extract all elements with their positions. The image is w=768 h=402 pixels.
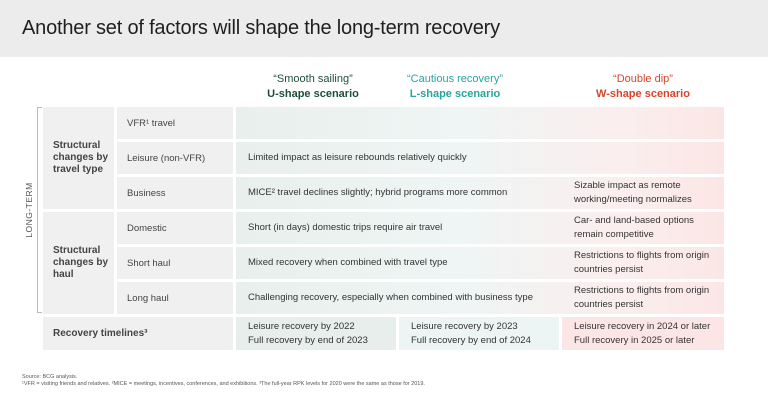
- cell-domestic-w: Car- and land-based options remain compe…: [574, 215, 694, 240]
- timeline-u-line2: Full recovery by end of 2023: [248, 335, 368, 346]
- timeline-w-line1: Leisure recovery in 2024 or later: [574, 321, 711, 332]
- bracket-tick-bottom: [37, 312, 42, 313]
- scenario-u-quote: “Smooth sailing”: [273, 73, 353, 85]
- cell-long-haul-w: Restrictions to flights from origin coun…: [574, 285, 710, 310]
- row-label-long-haul: Long haul: [117, 282, 233, 314]
- cell-leisure-common: Limited impact as leisure rebounds relat…: [248, 152, 467, 163]
- cell-timeline-w: Leisure recovery in 2024 or later Full r…: [562, 317, 724, 350]
- cell-business-common: MICE² travel declines slightly; hybrid p…: [248, 187, 508, 198]
- page-title: Another set of factors will shape the lo…: [22, 17, 500, 39]
- scenario-l-header: “Cautious recovery” L-shape scenario: [360, 72, 550, 102]
- long-term-bracket: [37, 107, 38, 312]
- scenario-w-header: “Double dip” W-shape scenario: [548, 72, 738, 102]
- scenario-u-name: U-shape scenario: [267, 88, 359, 100]
- header-bar: Another set of factors will shape the lo…: [0, 0, 768, 57]
- timeline-l-line1: Leisure recovery by 2023: [411, 321, 518, 332]
- cell-long-haul-common: Challenging recovery, especially when co…: [248, 292, 533, 303]
- cell-domestic-common: Short (in days) domestic trips require a…: [248, 222, 443, 233]
- cell-short-haul-w: Restrictions to flights from origin coun…: [574, 250, 710, 275]
- timeline-w-line2: Full recovery in 2025 or later: [574, 335, 695, 346]
- row-label-business: Business: [117, 177, 233, 209]
- cell-timeline-l: Leisure recovery by 2023 Full recovery b…: [399, 317, 559, 350]
- scenario-u-header: “Smooth sailing” U-shape scenario: [218, 72, 408, 102]
- row-band-short-haul: [236, 247, 724, 279]
- timeline-l-line2: Full recovery by end of 2024: [411, 335, 531, 346]
- row-band-domestic: [236, 212, 724, 244]
- scenario-w-name: W-shape scenario: [596, 88, 690, 100]
- row-label-leisure: Leisure (non-VFR): [117, 142, 233, 174]
- row-label-domestic: Domestic: [117, 212, 233, 244]
- cell-timeline-u: Leisure recovery by 2022 Full recovery b…: [236, 317, 396, 350]
- footnotes: ¹VFR = visiting friends and relatives. ²…: [22, 381, 425, 387]
- row-band-leisure: [236, 142, 724, 174]
- scenario-w-quote: “Double dip”: [613, 73, 673, 85]
- cell-business-w: Sizable impact as remote working/meeting…: [574, 180, 692, 205]
- row-label-vfr: VFR¹ travel: [117, 107, 233, 139]
- bracket-tick-top: [37, 107, 42, 108]
- group-travel-type: Structural changes by travel type: [43, 107, 114, 209]
- source-note: Source: BCG analysis.: [22, 374, 78, 380]
- timeline-u-line1: Leisure recovery by 2022: [248, 321, 355, 332]
- row-label-short-haul: Short haul: [117, 247, 233, 279]
- row-band-business: [236, 177, 724, 209]
- group-haul: Structural changes by haul: [43, 212, 114, 314]
- row-band-vfr: [236, 107, 724, 139]
- row-band-long-haul: [236, 282, 724, 314]
- scenario-l-name: L-shape scenario: [409, 88, 501, 100]
- row-label-timelines: Recovery timelines³: [43, 317, 233, 350]
- cell-short-haul-common: Mixed recovery when combined with travel…: [248, 257, 448, 268]
- long-term-label: LONG-TERM: [24, 182, 34, 238]
- scenario-l-quote: “Cautious recovery”: [407, 73, 503, 85]
